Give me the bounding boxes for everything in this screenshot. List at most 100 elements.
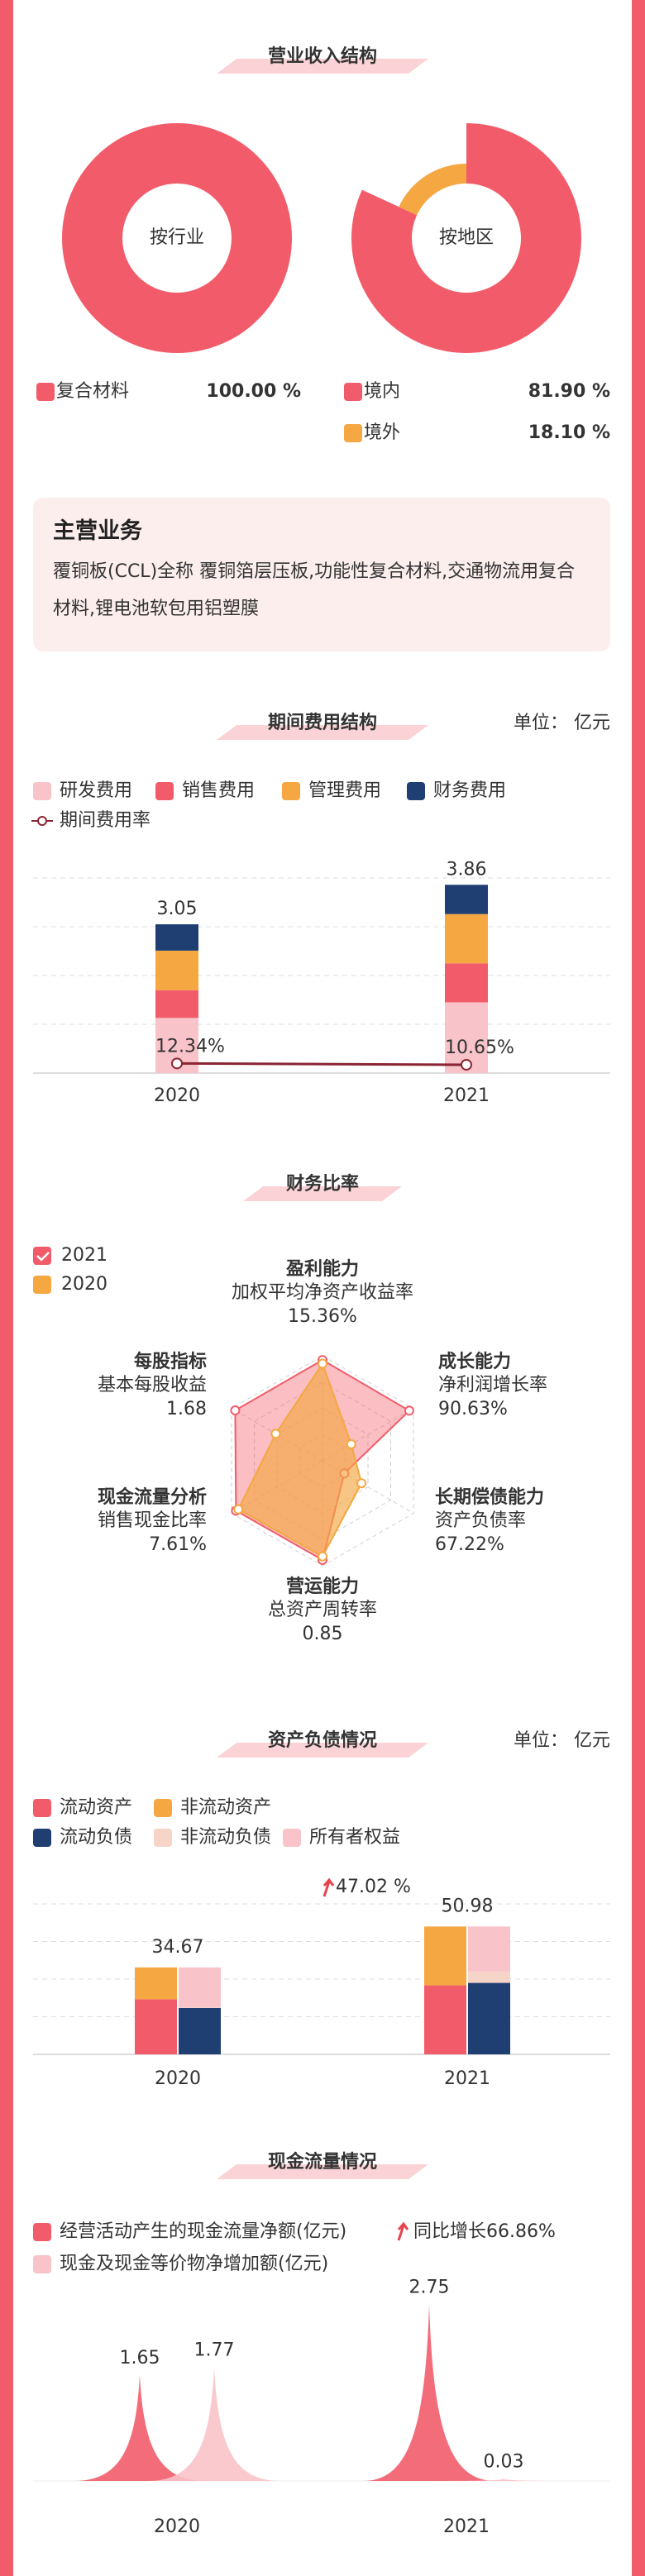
value-label: 81.90 %	[528, 381, 610, 402]
bar-segment	[135, 1967, 177, 2000]
legend-swatch	[155, 782, 174, 800]
indicator-group: 每股指标	[134, 1351, 207, 1372]
total-label: 50.98	[442, 1896, 494, 1916]
bar-segment	[179, 2007, 221, 2054]
section-title: 财务比率	[286, 1173, 359, 1195]
radar-point	[356, 1478, 367, 1489]
indicator-group: 成长能力	[438, 1351, 511, 1372]
donut-slice	[62, 123, 292, 353]
bar-segment	[155, 990, 198, 1018]
main-business-text: 覆铜板(CCL)全称 覆铜箔层压板,功能性复合材料,交通物流用复合材料,锂电池软…	[53, 561, 576, 619]
indicator-name: 基本每股收益	[98, 1375, 207, 1395]
growth-annotation: 同比增长66.86%	[413, 2221, 556, 2242]
indicator-value: 7.61%	[149, 1534, 207, 1555]
legend-label: 期间费用率	[60, 810, 150, 831]
legend-swatch	[407, 782, 425, 800]
side-strip	[632, 0, 645, 2576]
section-title: 现金流量情况	[268, 2151, 377, 2173]
main-business-title: 主营业务	[53, 518, 142, 544]
indicator-name: 资产负债率	[435, 1510, 526, 1531]
growth-annotation: 47.02 %	[336, 1877, 411, 1897]
indicator-value: 1.68	[166, 1399, 207, 1419]
bar-segment	[424, 1926, 466, 1986]
bar-segment	[179, 2006, 221, 2008]
legend-label: 境外	[364, 422, 400, 443]
x-tick-label: 2021	[443, 1085, 490, 1106]
legend-label: 流动资产	[60, 1797, 132, 1818]
bar-segment	[445, 963, 488, 1003]
legend-swatch	[33, 1829, 51, 1847]
peak-label: 0.03	[484, 2452, 524, 2473]
donut-center-label: 按行业	[150, 227, 204, 248]
legend-label: 非流动负债	[180, 1827, 271, 1848]
indicator-value: 0.85	[303, 1624, 343, 1644]
donut-slice	[351, 123, 582, 354]
main-business-box: 主营业务 覆铜板(CCL)全称 覆铜箔层压板,功能性复合材料,交通物流用复合材料…	[33, 498, 610, 651]
peak-label: 1.65	[120, 2348, 160, 2368]
legend-label: 所有者权益	[309, 1827, 400, 1848]
legend-swatch	[33, 2255, 51, 2273]
x-tick-label: 2021	[444, 2068, 490, 2089]
title-deco	[217, 59, 428, 74]
section-title: 期间费用结构	[268, 712, 377, 733]
legend-marker	[37, 816, 47, 826]
bar-segment	[424, 1985, 466, 2054]
x-tick-label: 2020	[155, 2068, 201, 2089]
side-strip	[0, 0, 13, 2576]
legend-label: 经营活动产生的现金流量净额(亿元)	[60, 2221, 346, 2242]
indicator-value: 15.36%	[288, 1306, 357, 1327]
legend-label: 复合材料	[56, 381, 129, 402]
title-deco	[217, 2164, 428, 2179]
bar-segment	[179, 1967, 221, 2007]
rate-marker	[461, 1058, 472, 1071]
legend-label: 财务费用	[433, 780, 506, 801]
unit-label: 单位： 亿元	[514, 713, 610, 733]
value-label: 100.00 %	[206, 381, 301, 402]
bar-segment	[135, 1999, 177, 2054]
radar-point	[230, 1405, 241, 1416]
legend-swatch	[283, 1829, 301, 1847]
bar-segment	[468, 1982, 510, 2054]
rate-line	[176, 1061, 467, 1066]
peak	[437, 2478, 570, 2481]
legend-swatch	[33, 2223, 51, 2241]
indicator-name: 销售现金比率	[98, 1510, 207, 1531]
bar-segment	[155, 924, 198, 951]
legend-swatch	[33, 1247, 51, 1265]
legend-label: 2021	[61, 1245, 108, 1266]
radar-point	[346, 1438, 356, 1449]
value-label: 18.10 %	[528, 422, 610, 443]
radar-point	[318, 1551, 327, 1562]
donut-slice	[399, 164, 466, 216]
radar-point	[318, 1358, 327, 1369]
title-deco	[243, 1186, 402, 1201]
indicator-group: 营运能力	[286, 1576, 359, 1597]
peak-label: 2.75	[409, 2277, 450, 2297]
title-deco	[217, 1743, 428, 1758]
indicator-group: 长期偿债能力	[435, 1486, 544, 1508]
indicator-group: 现金流量分析	[98, 1486, 207, 1508]
bar-segment	[445, 914, 488, 964]
legend-swatch	[344, 424, 362, 442]
bar-segment	[468, 1926, 510, 1972]
total-label: 3.05	[157, 899, 198, 919]
total-label: 34.67	[152, 1937, 204, 1958]
indicator-value: 90.63%	[438, 1399, 508, 1419]
indicator-name: 加权平均净资产收益率	[232, 1282, 413, 1303]
total-label: 3.86	[447, 859, 487, 880]
legend-swatch	[154, 1829, 172, 1847]
legend-swatch	[33, 1799, 51, 1817]
peak-label: 1.77	[194, 2340, 235, 2361]
legend-swatch	[344, 383, 362, 401]
legend-swatch	[36, 383, 55, 401]
legend-swatch	[33, 1276, 51, 1294]
rate-label: 12.34%	[155, 1036, 225, 1057]
radar-point	[233, 1504, 244, 1515]
peak	[74, 2374, 206, 2481]
legend-label: 流动负债	[60, 1827, 132, 1848]
unit-label: 单位： 亿元	[514, 1730, 610, 1751]
legend-swatch	[154, 1799, 172, 1817]
legend-swatch	[33, 782, 51, 800]
